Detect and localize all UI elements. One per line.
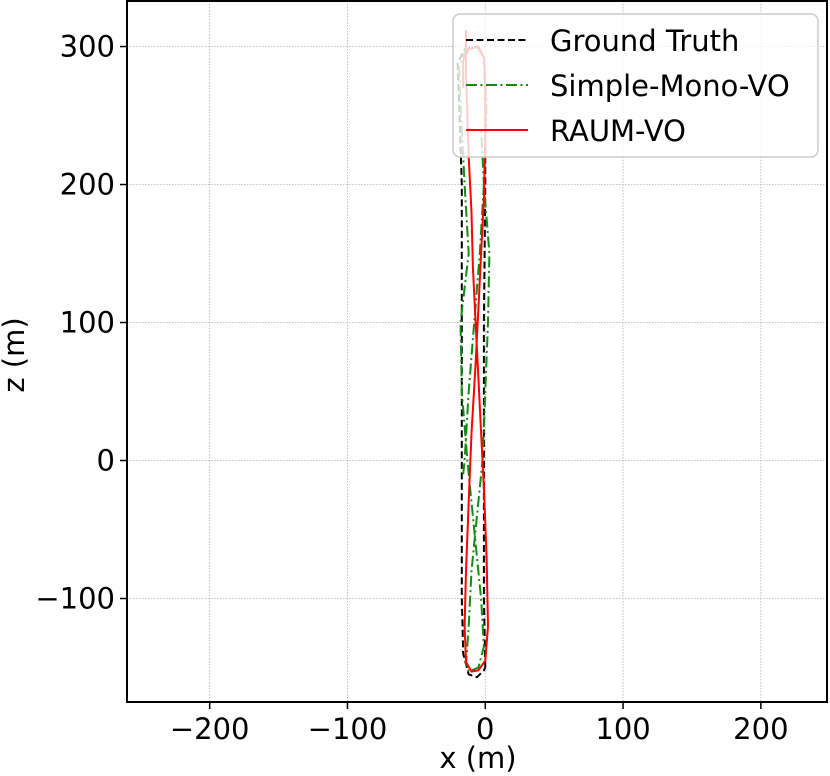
- legend-box: [452, 13, 819, 158]
- y-tick-label: 300: [60, 30, 115, 64]
- x-tick-label: 0: [476, 712, 494, 746]
- legend: Ground Truth Simple-Mono-VO RAUM-VO: [452, 13, 819, 158]
- x-tick-label: 100: [595, 712, 650, 746]
- y-tick-label: 100: [60, 306, 115, 340]
- legend-label-simple-mono-vo: Simple-Mono-VO: [550, 69, 790, 103]
- y-tick-label: 200: [60, 168, 115, 202]
- y-tick-label: 0: [97, 444, 115, 478]
- x-tick-label: 200: [733, 712, 788, 746]
- legend-label-raum-vo: RAUM-VO: [550, 114, 686, 148]
- y-tick-label: −100: [35, 582, 115, 616]
- plot-frame: [126, 0, 828, 703]
- x-tick-label: −200: [170, 712, 250, 746]
- x-tick-label: −100: [308, 712, 388, 746]
- x-axis-label: x (m): [439, 741, 516, 775]
- y-axis-label: z (m): [0, 317, 31, 392]
- axis-ticks: −200 −100 0 100 200 −100 0 100 200 300: [35, 30, 788, 746]
- legend-label-ground-truth: Ground Truth: [550, 24, 739, 58]
- series-line-ground-truth: [456, 45, 487, 679]
